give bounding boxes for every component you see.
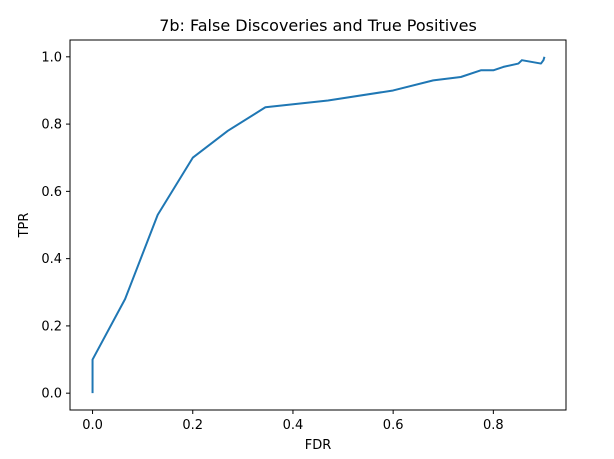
chart-title: 7b: False Discoveries and True Positives [159,16,477,35]
y-tick-label: 1.0 [41,50,62,65]
y-tick-label: 0.2 [41,319,62,334]
x-ticks: 0.0 0.2 0.4 0.6 0.8 [82,410,504,433]
y-ticks: 0.0 0.2 0.4 0.6 0.8 1.0 [41,50,70,402]
series-group [91,56,546,394]
x-tick-label: 0.8 [483,418,504,433]
x-tick-label: 0.6 [383,418,404,433]
y-axis-label: TPR [17,213,32,239]
y-tick-label: 0.8 [41,118,62,133]
y-tick-label: 0.6 [41,185,62,200]
x-axis-label: FDR [305,438,332,453]
x-tick-label: 0.2 [182,418,203,433]
y-tick-label: 0.0 [41,387,62,402]
plot-frame [69,39,567,411]
y-tick-label: 0.4 [41,252,62,267]
x-tick-label: 0.0 [82,418,103,433]
plot-area [70,40,566,410]
x-tick-label: 0.4 [283,418,304,433]
series-line [91,56,546,394]
